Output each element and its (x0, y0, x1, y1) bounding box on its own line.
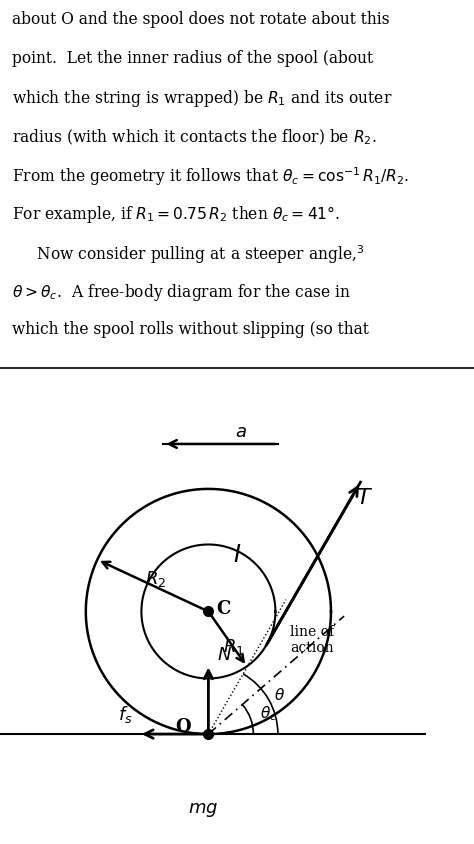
Text: C: C (216, 599, 230, 618)
Text: point.  Let the inner radius of the spool (about: point. Let the inner radius of the spool… (12, 50, 373, 67)
Text: radius (with which it contacts the floor) be $R_2$.: radius (with which it contacts the floor… (12, 127, 376, 146)
Text: which the spool rolls without slipping (so that: which the spool rolls without slipping (… (12, 320, 369, 337)
Text: From the geometry it follows that $\theta_c = \cos^{-1}R_1/R_2$.: From the geometry it follows that $\thet… (12, 165, 409, 188)
Text: about O and the spool does not rotate about this: about O and the spool does not rotate ab… (12, 11, 389, 28)
Text: $\theta > \theta_c$.  A free-body diagram for the case in: $\theta > \theta_c$. A free-body diagram… (12, 282, 351, 302)
Text: $R_1$: $R_1$ (223, 636, 245, 656)
Text: $\theta_c$: $\theta_c$ (260, 703, 277, 722)
Text: For example, if $R_1 = 0.75\,R_2$ then $\theta_c = 41°$.: For example, if $R_1 = 0.75\,R_2$ then $… (12, 204, 340, 225)
Text: $\theta$: $\theta$ (274, 686, 285, 702)
Text: $R_2$: $R_2$ (145, 568, 166, 588)
Text: $a$: $a$ (235, 422, 247, 441)
Text: O: O (175, 717, 191, 735)
Text: $I$: $I$ (233, 544, 241, 566)
Text: line of
action: line of action (290, 625, 334, 655)
Text: $mg$: $mg$ (188, 800, 218, 818)
Text: $T$: $T$ (356, 487, 374, 509)
Text: $N$: $N$ (217, 645, 232, 663)
Text: Now consider pulling at a steeper angle,$^3$: Now consider pulling at a steeper angle,… (12, 243, 365, 266)
Text: which the string is wrapped) be $R_1$ and its outer: which the string is wrapped) be $R_1$ an… (12, 89, 392, 109)
Text: $f_s$: $f_s$ (118, 703, 132, 724)
